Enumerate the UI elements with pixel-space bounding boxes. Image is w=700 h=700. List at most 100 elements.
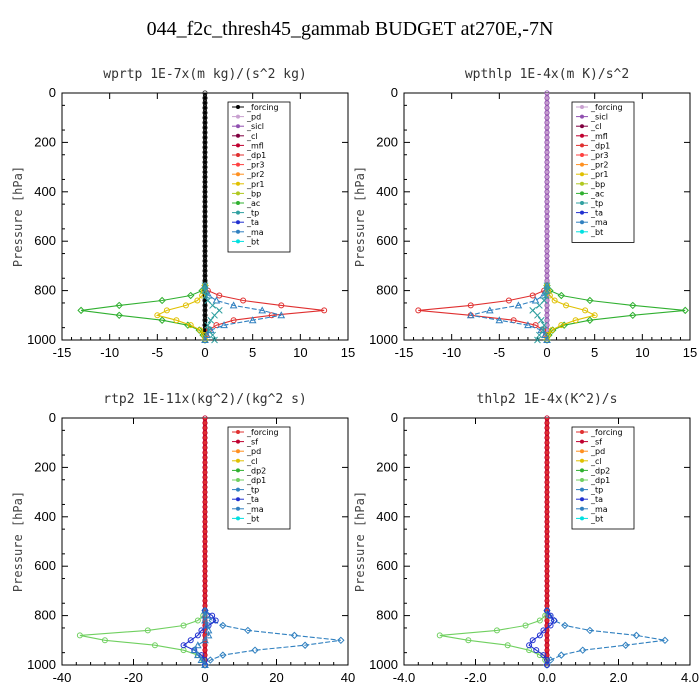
legend-label: _sf [246,438,258,447]
legend-label: _dp1 [590,141,610,150]
profile-marker [202,519,208,525]
legend-marker [236,133,240,138]
profile-marker [544,474,550,480]
profile-marker [202,248,208,254]
x-tick-label: -15 [53,345,72,360]
profile-marker [202,469,208,475]
x-tick-label: -2.0 [464,670,486,685]
series-point [77,306,85,315]
profile-marker [544,179,550,185]
profile-marker [544,489,550,495]
profile-marker [544,568,550,574]
y-tick-label: 0 [49,410,56,425]
y-axis-label: Pressure [hPa] [11,166,25,267]
series-point [115,301,123,310]
series-point [629,301,637,310]
series-point [203,331,211,339]
profile-marker [544,647,550,653]
profile-marker [202,553,208,559]
profile-marker [544,533,550,540]
series-point [184,321,192,329]
series-point [190,646,199,654]
series-point [557,291,566,300]
series-point [529,637,536,644]
profile-marker [202,533,208,540]
legend-label: _ma [590,218,608,227]
x-tick-label: 15 [683,345,697,360]
series-point [220,321,228,329]
series-point [586,296,594,305]
series-point [209,331,216,339]
series-point [557,651,566,659]
profile-marker [544,558,550,564]
series-point [436,632,443,639]
profile-marker [544,464,550,470]
profile-marker [202,593,208,599]
series-point [144,627,151,634]
legend-marker [236,229,240,234]
series-point [212,296,221,304]
profile-marker [544,189,550,195]
series-point [301,641,309,649]
legend-marker [236,487,240,492]
legend-label: _pr3 [246,161,264,170]
profile-marker [202,583,208,589]
legend-label: _bt [246,237,259,246]
profile-marker [544,312,550,318]
profile-marker [202,213,208,220]
series-point [209,612,216,619]
series-point [536,302,543,309]
series-point [182,302,189,309]
legend-label: _sicl [590,113,608,122]
profile-marker [544,484,550,490]
series-point [591,312,598,319]
series-point [551,297,558,304]
profile-marker [544,583,550,589]
profile-marker [544,228,550,234]
legend-label: _bp [590,180,605,189]
chart-panel-3: rtp2 1E-11x(kg^2)/(kg^2 s) Pressure [hPa]… [11,392,355,685]
series-point [547,612,554,619]
series-point [415,307,422,314]
series-point [194,641,202,649]
profile-marker [202,543,208,550]
legend-marker [580,124,584,129]
profile-marker [544,449,550,456]
x-tick-label: -4.0 [393,670,415,685]
y-tick-label: 800 [376,283,398,298]
series-point [493,627,500,634]
series-point [101,637,108,644]
series-point [544,607,550,614]
x-tick-label: 4.0 [681,670,699,685]
legend-label: _cl [590,122,602,131]
profile-marker [544,504,550,510]
profile-marker [202,558,208,564]
legend-label: _bt [590,514,603,523]
series-line-ma [470,285,548,341]
profile-marker [544,588,550,594]
profile-marker [202,464,208,470]
x-tick-label: 5 [249,345,256,360]
profile-marker [202,598,208,604]
y-tick-label: 400 [34,184,56,199]
profile-marker [202,208,208,215]
profile-marker [202,199,208,205]
legend-label: _pr1 [590,170,608,179]
profile-marker [544,139,550,145]
series-point [212,617,219,624]
series-point [76,632,83,639]
profile-marker [544,445,550,451]
series-point [621,641,630,649]
x-tick-label: 40 [341,670,355,685]
y-tick-label: 200 [376,459,398,474]
profile-marker [202,459,208,466]
series-point [197,327,204,334]
y-tick-label: 600 [376,233,398,248]
profile-marker [202,228,208,234]
legend-label: _sicl [246,122,264,131]
legend-marker [236,210,240,215]
legend-label: _forcing [246,428,279,437]
profile-marker [544,129,550,136]
profile-marker [202,435,208,441]
profile-marker [544,642,550,648]
